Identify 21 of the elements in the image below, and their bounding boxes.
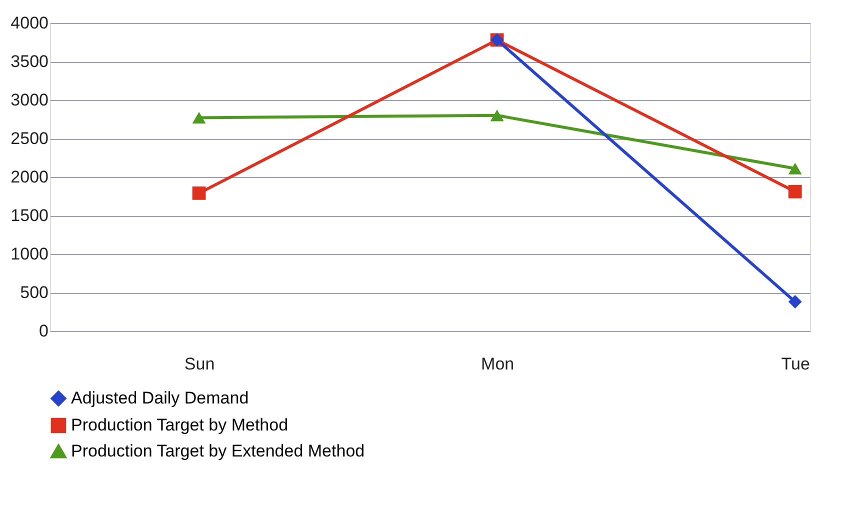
x-tick-label: Sun: [184, 354, 215, 374]
y-tick-label: 1000: [10, 244, 48, 264]
y-tick-label: 1500: [10, 206, 48, 225]
y-tick-label: 0: [39, 322, 48, 340]
x-tick-label: Mon: [481, 354, 514, 374]
y-tick-label: 4000: [10, 14, 48, 32]
y-tick-label: 3000: [10, 90, 48, 110]
legend-label: Adjusted Daily Demand: [71, 388, 249, 408]
y-tick-label: 500: [20, 283, 48, 302]
legend-label: Production Target by Method: [71, 416, 288, 434]
y-tick-label: 2000: [10, 168, 48, 186]
point: [192, 186, 206, 200]
point: [192, 112, 206, 124]
y-tick-label: 3500: [10, 52, 48, 71]
x-tick-label: Tue: [781, 354, 810, 374]
y-tick-label: 2500: [10, 129, 48, 148]
point: [788, 162, 802, 174]
point: [490, 110, 504, 122]
legend-label: Production Target by Extended Method: [71, 442, 365, 460]
point: [788, 184, 802, 198]
point: [788, 295, 802, 308]
